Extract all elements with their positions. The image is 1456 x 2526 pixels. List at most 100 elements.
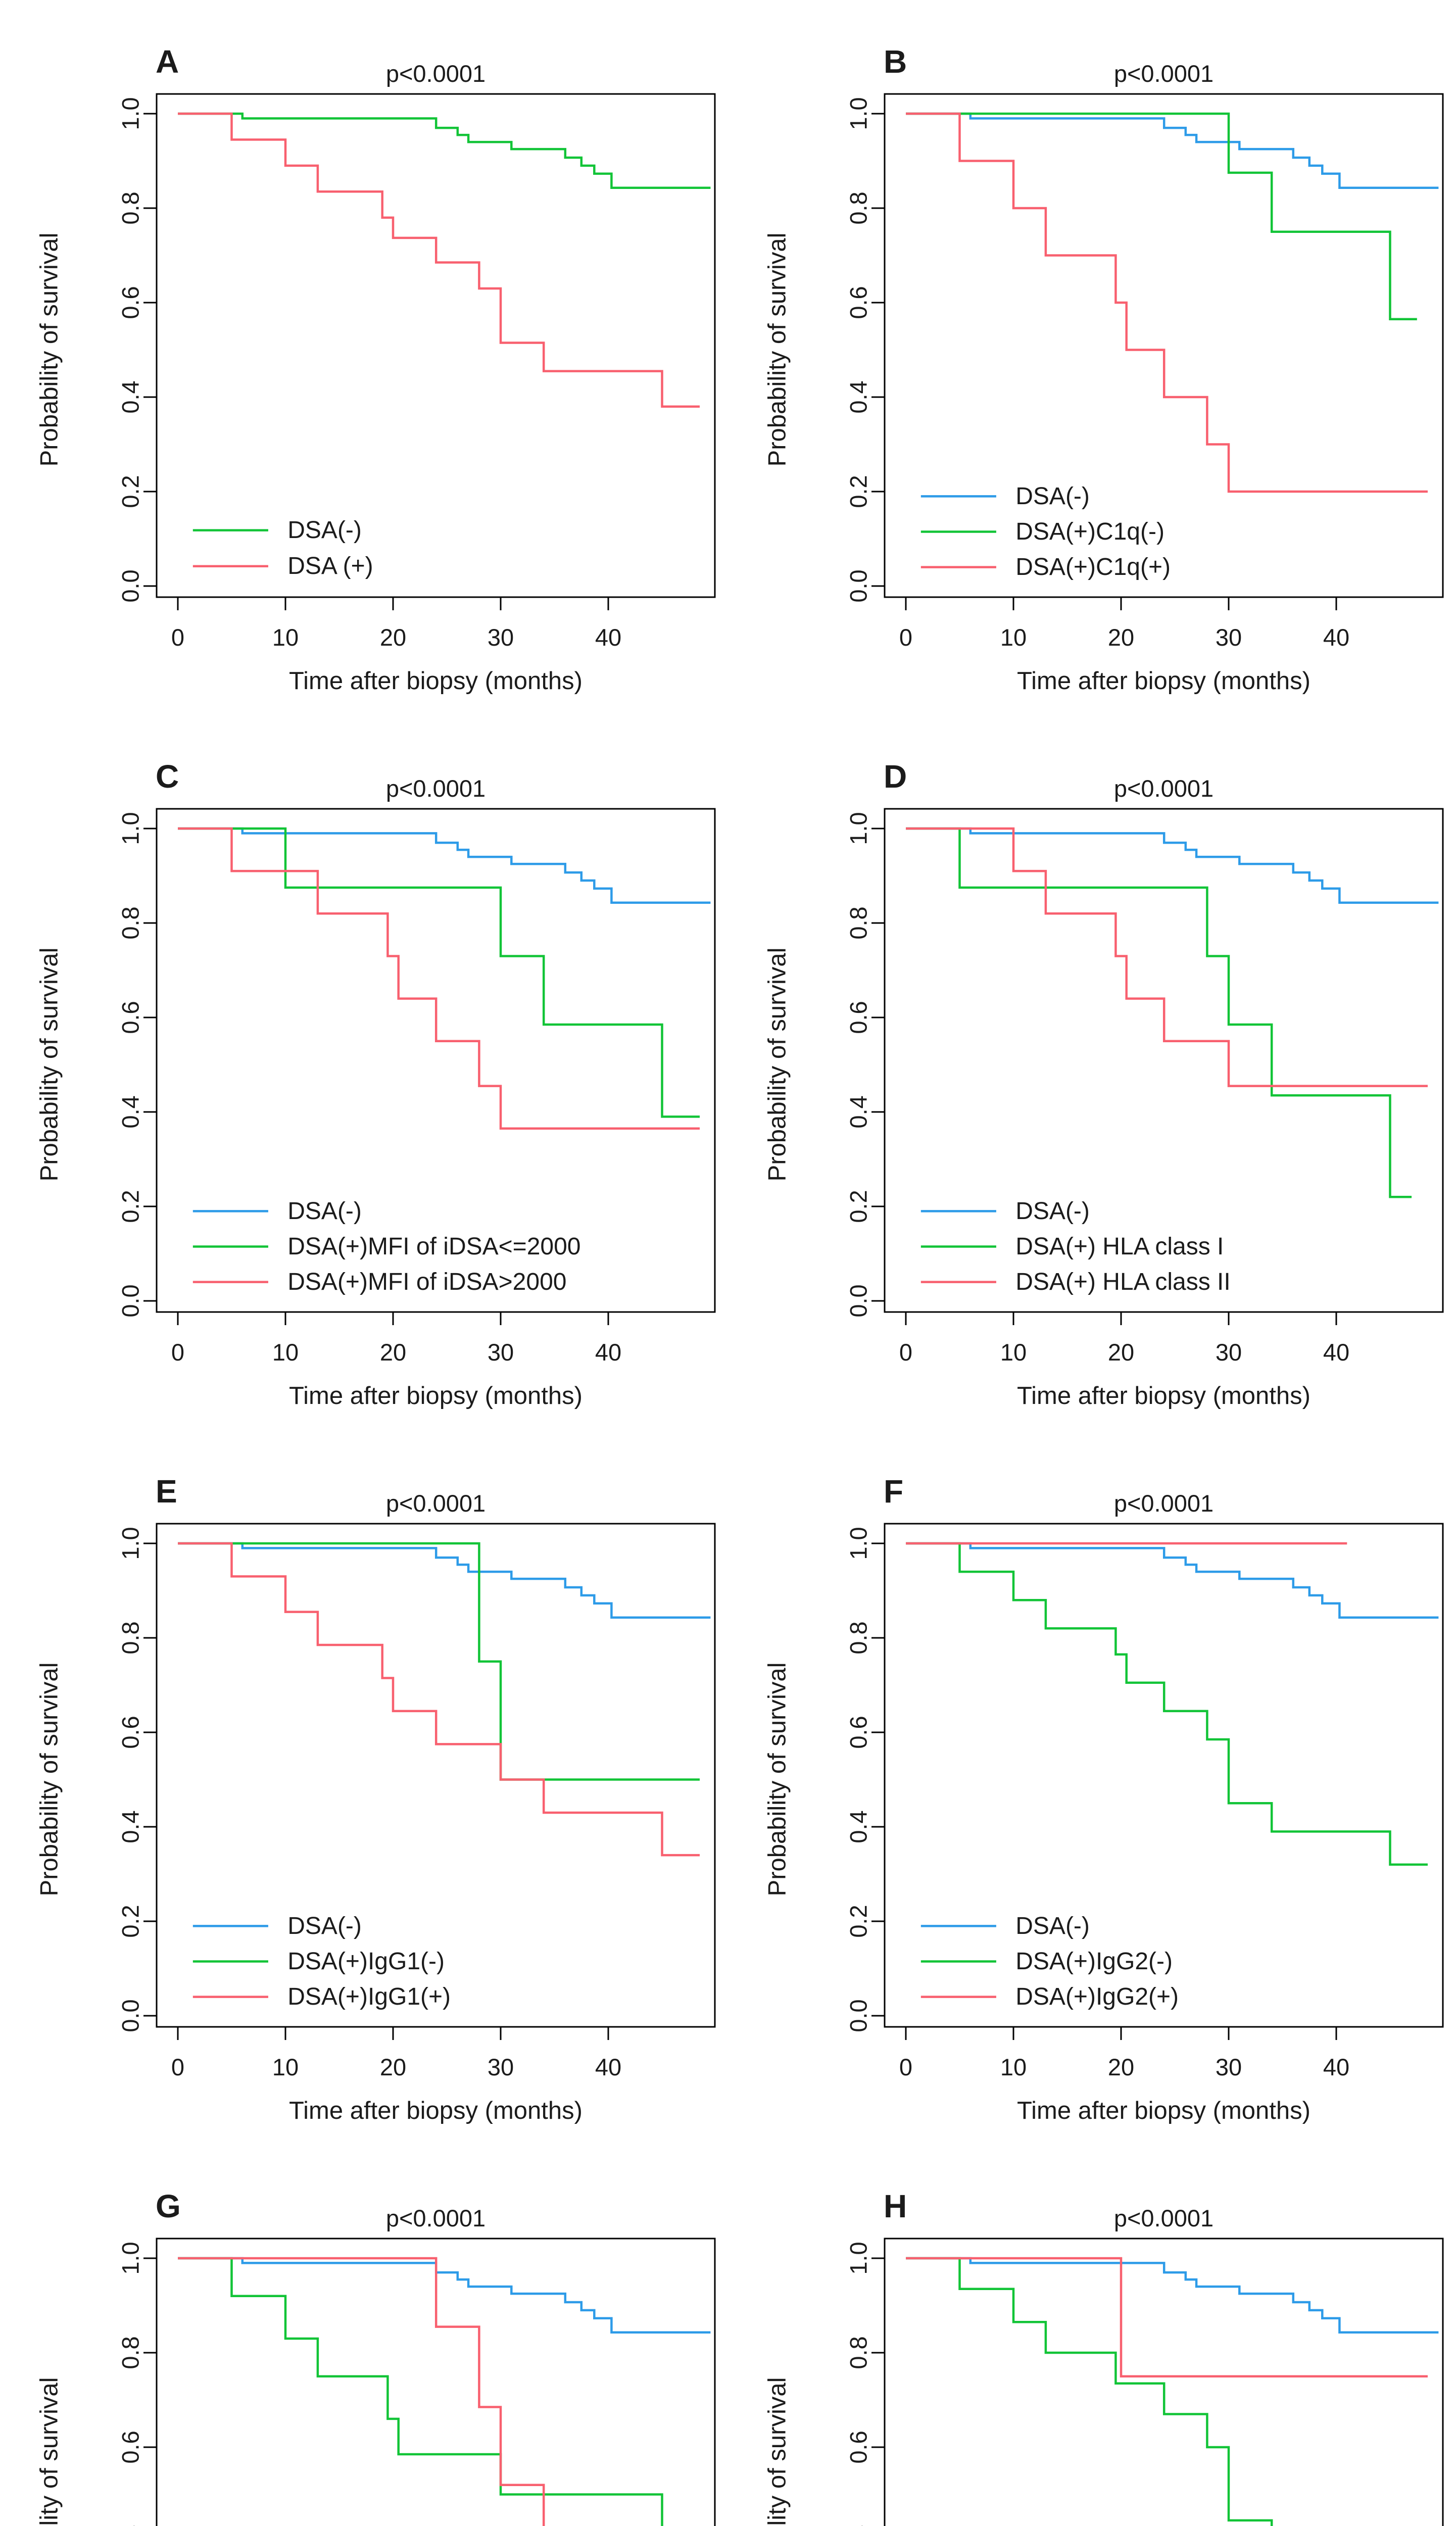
x-tick-label: 30: [1216, 1339, 1242, 1366]
curve-dsa-igg3: [178, 2257, 663, 2526]
legend-label-dsa: DSA (+): [287, 553, 373, 579]
curve-dsa-mfi-of-idsa-2000: [178, 827, 700, 1130]
curve-dsa: [178, 112, 700, 408]
y-tick-label: 0.0: [117, 1284, 144, 1317]
y-tick-label: 0.2: [117, 475, 144, 508]
plot-box: [884, 2238, 1444, 2526]
y-tick-label: 0.8: [845, 906, 872, 939]
x-tick-label: 0: [899, 2054, 912, 2080]
y-tick-label: 1.0: [117, 812, 144, 845]
panel-G: G p<0.0001 Probability of survival Time …: [20, 2153, 748, 2526]
x-tick-label: 20: [1108, 624, 1134, 651]
y-tick-label: 0.2: [117, 1190, 144, 1223]
y-tick-label: 0.2: [845, 1905, 872, 1937]
plot-box: [156, 1523, 716, 2028]
legend-label-dsa: DSA(-): [287, 1913, 362, 1939]
curve-dsa: [178, 827, 711, 904]
legend-label-dsa: DSA(-): [1015, 1913, 1090, 1939]
panel-A: A p<0.0001 Probability of survival Time …: [20, 8, 748, 723]
y-tick-label: 0.0: [845, 1999, 872, 2032]
legend-label-dsa: DSA(-): [1015, 483, 1090, 510]
panel-letter: H: [884, 2188, 907, 2224]
curve-dsa: [906, 2257, 1439, 2334]
x-tick-label: 10: [1000, 624, 1027, 651]
panel-letter: F: [884, 1473, 904, 1510]
panel-letter: G: [156, 2188, 181, 2224]
plot-box: [884, 808, 1444, 1313]
x-tick-label: 30: [488, 624, 514, 651]
km-plot: 0102030400.00.20.40.60.81.0DSA(-)DSA(+)I…: [117, 2238, 716, 2526]
y-tick-label: 0.2: [845, 1190, 872, 1223]
y-tick-label: 0.6: [117, 1001, 144, 1034]
curve-dsa-igg4: [906, 2257, 1428, 2378]
km-plot: 0 10 20 30 40 0.0 0.2 0.4 0.6 0.8 1.0 DSA(-) DSA(+) …: [845, 808, 1444, 1366]
panel-letter: A: [156, 43, 179, 80]
y-tick-label: 0.6: [845, 1716, 872, 1748]
legend-label-dsa-igg2: DSA(+)IgG2(-): [1015, 1948, 1173, 1975]
curve-dsa-hla-class-ii: [906, 827, 1428, 1087]
x-tick-label: 10: [272, 624, 299, 651]
x-axis-label: Time after biopsy (months): [289, 2097, 583, 2124]
y-tick-label: 0.4: [117, 2525, 144, 2526]
x-tick-label: 40: [595, 624, 621, 651]
y-tick-label: 1.0: [845, 1527, 872, 1560]
y-tick-label: 0.6: [117, 286, 144, 319]
panel-C: C p<0.0001 Probability of survival Time …: [20, 723, 748, 1438]
panel-letter: E: [156, 1473, 177, 1510]
y-tick-label: 0.8: [117, 906, 144, 939]
curve-dsa-c1q: [906, 112, 1428, 493]
y-tick-label: 0.0: [845, 1284, 872, 1317]
plot-box: [884, 1523, 1444, 2028]
y-tick-label: 0.8: [117, 2336, 144, 2369]
y-tick-label: 0.6: [845, 2431, 872, 2463]
curve-dsa-igg4: [906, 2257, 1273, 2526]
km-plot: 0 10 20 30 40 0.0 0.2 0.4 0.6 0.8 1.0 DSA(-) DSA (+): [117, 93, 716, 651]
plot-box: [884, 93, 1444, 598]
panel-E: E p<0.0001 Probability of survival Time …: [20, 1438, 748, 2153]
y-tick-label: 1.0: [117, 2242, 144, 2274]
km-plot: 0 10 20 30 40 0.0 0.2 0.4 0.6 0.8 1.0 DSA(-) DSA(+)M…: [117, 808, 716, 1366]
x-tick-label: 10: [272, 2054, 299, 2080]
y-tick-label: 1.0: [845, 812, 872, 845]
x-axis-label: Time after biopsy (months): [289, 667, 583, 695]
x-tick-label: 20: [380, 624, 406, 651]
x-axis-label: Time after biopsy (months): [1017, 667, 1311, 695]
y-tick-label: 0.6: [845, 1001, 872, 1034]
y-tick-label: 0.2: [845, 475, 872, 508]
p-value-title: p<0.0001: [1113, 775, 1214, 802]
x-tick-label: 0: [899, 624, 912, 651]
panel-letter: D: [884, 758, 907, 795]
curve-dsa-mfi-of-idsa-2000: [178, 827, 700, 1118]
panel-letter: C: [156, 758, 179, 795]
x-tick-label: 0: [899, 1339, 912, 1366]
legend-label-dsa-igg1: DSA(+)IgG1(-): [287, 1948, 445, 1975]
legend-label-dsa-mfi-of-idsa-2000: DSA(+)MFI of iDSA>2000: [287, 1269, 566, 1295]
y-tick-label: 0.0: [117, 1999, 144, 2032]
p-value-title: p<0.0001: [1113, 1490, 1214, 1517]
x-tick-label: 40: [595, 1339, 621, 1366]
x-tick-label: 20: [1108, 2054, 1134, 2080]
legend-label-dsa-igg1: DSA(+)IgG1(+): [287, 1983, 451, 2010]
legend-label-dsa: DSA(-): [287, 1198, 362, 1225]
curve-dsa-igg1: [178, 1542, 700, 1857]
x-tick-label: 0: [171, 624, 184, 651]
x-axis-label: Time after biopsy (months): [289, 1382, 583, 1410]
x-axis-label: Time after biopsy (months): [1017, 2097, 1311, 2124]
curve-dsa: [906, 1542, 1439, 1619]
panel-H: H p<0.0001 Probability of survival Time …: [748, 2153, 1456, 2526]
y-tick-label: 0.6: [117, 2431, 144, 2463]
x-tick-label: 20: [1108, 1339, 1134, 1366]
y-tick-label: 0.4: [845, 1810, 872, 1843]
x-tick-label: 10: [272, 1339, 299, 1366]
y-tick-label: 0.0: [117, 569, 144, 602]
x-tick-label: 0: [171, 1339, 184, 1366]
x-tick-label: 30: [1216, 2054, 1242, 2080]
y-tick-label: 1.0: [845, 97, 872, 130]
curve-dsa: [906, 827, 1439, 904]
x-tick-label: 30: [488, 2054, 514, 2080]
legend-label-dsa-c1q: DSA(+)C1q(-): [1015, 518, 1164, 545]
panel-letter: B: [884, 43, 907, 80]
plot-box: [156, 93, 716, 598]
